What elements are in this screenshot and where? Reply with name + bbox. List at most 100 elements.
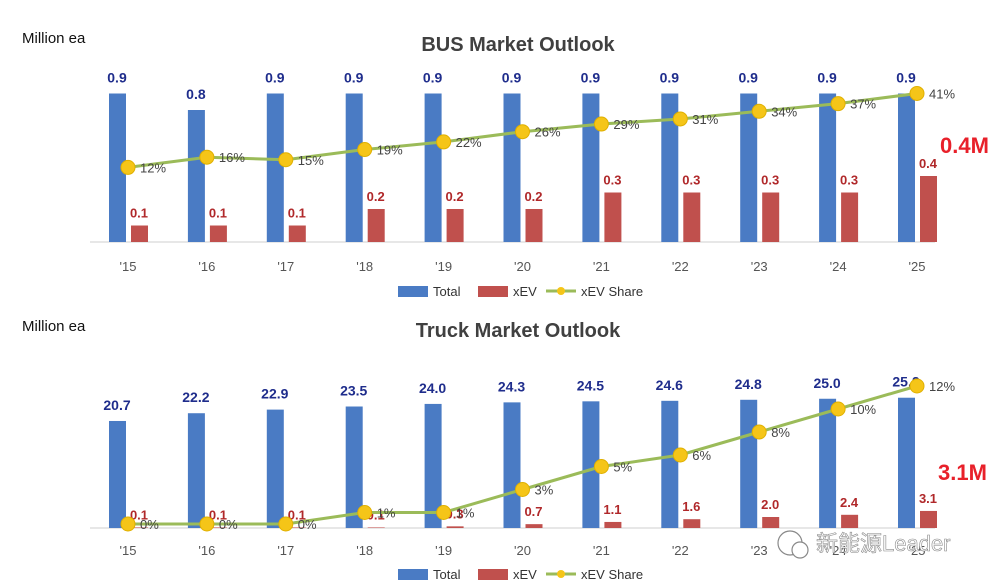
bus-legend-xev-label: xEV [513, 284, 537, 299]
bus-share-marker [199, 149, 215, 165]
truck-xev-label: 0.7 [524, 504, 542, 519]
truck-share-label: 0% [298, 517, 317, 532]
truck-legend: Total xEV xEV Share [398, 567, 643, 582]
watermark-text: 新能源Leader [816, 531, 951, 556]
bus-total-label: 0.9 [423, 70, 443, 86]
truck-xev-bar [131, 527, 148, 528]
bus-x-tick: '16 [198, 259, 215, 274]
truck-x-tick: '21 [593, 543, 610, 558]
bus-share-marker [672, 111, 688, 127]
truck-xev-label: 2.0 [761, 497, 779, 512]
bus-share-marker [120, 159, 136, 175]
bus-xev-label: 0.1 [288, 206, 306, 221]
truck-total-bar [661, 400, 679, 528]
bus-share-marker [751, 103, 767, 119]
bus-total-bar [661, 93, 679, 242]
bus-x-tick: '21 [593, 259, 610, 274]
bus-total-label: 0.8 [186, 86, 206, 102]
truck-xev-label: 0.1 [130, 507, 148, 522]
bus-total-label: 0.9 [265, 70, 285, 86]
truck-chart: 20.70.1'1522.20.1'1622.90.1'1723.50.1'18… [90, 374, 955, 582]
bus-x-tick: '18 [356, 259, 373, 274]
bus-share-label: 19% [377, 143, 403, 158]
bus-xev-bar [288, 225, 306, 242]
truck-x-tick: '24 [830, 543, 847, 558]
bus-xev-bar [920, 176, 937, 242]
bus-legend-share-label: xEV Share [581, 284, 643, 299]
truck-total-bar [819, 398, 837, 528]
truck-x-tick: '20 [514, 543, 531, 558]
truck-share-label: 0% [219, 517, 238, 532]
bus-x-tick: '15 [120, 259, 137, 274]
truck-share-marker [199, 516, 215, 532]
bus-total-bar [582, 93, 600, 242]
bus-xev-label: 0.2 [367, 189, 385, 204]
bus-total-label: 0.9 [896, 70, 916, 86]
bus-callout: 0.4M [940, 133, 989, 158]
truck-xev-bar [288, 527, 306, 528]
truck-xev-label: 3.1 [919, 491, 937, 506]
bus-share-label: 37% [850, 97, 876, 112]
bus-xev-label: 0.3 [682, 173, 700, 188]
truck-total-bar [503, 402, 521, 528]
bus-share-label: 31% [692, 112, 718, 127]
bus-share-label: 41% [929, 86, 955, 101]
bus-total-label: 0.9 [817, 70, 837, 86]
bus-legend-share-marker [557, 287, 565, 295]
bus-xev-bar [446, 209, 464, 242]
truck-xev-bar [683, 519, 701, 528]
bus-share-marker [436, 134, 452, 150]
truck-total-label: 24.3 [498, 378, 525, 394]
truck-xev-label: 0.1 [209, 507, 227, 522]
truck-share-label: 0% [140, 517, 159, 532]
bus-total-label: 0.9 [738, 70, 758, 86]
bus-x-tick: '24 [830, 259, 847, 274]
truck-total-bar [898, 397, 915, 528]
truck-share-marker [909, 378, 925, 394]
bus-total-label: 0.9 [107, 70, 127, 86]
bus-share-label: 22% [456, 135, 482, 150]
truck-share-label: 5% [613, 460, 632, 475]
wechat-icon-small [791, 541, 809, 559]
bus-x-tick: '25 [909, 259, 926, 274]
truck-chart-title: Truck Market Outlook [416, 320, 621, 342]
bus-xev-bar [762, 192, 780, 242]
bus-share-marker [515, 124, 530, 140]
bus-xev-bar [525, 209, 543, 242]
bus-total-bar [898, 93, 915, 242]
bus-total-bar [819, 93, 837, 242]
truck-total-label: 24.6 [656, 377, 683, 393]
truck-total-bar [424, 403, 442, 528]
bus-share-label: 12% [140, 160, 166, 175]
bus-unit-label: Million ea [22, 30, 86, 47]
bus-legend-total-swatch [398, 286, 428, 297]
bus-xev-label: 0.4 [919, 156, 938, 171]
truck-xev-label: 1.1 [603, 502, 621, 517]
truck-x-tick: '25 [909, 543, 926, 558]
truck-total-bar [187, 413, 205, 528]
truck-x-tick: '15 [120, 543, 137, 558]
truck-x-tick: '22 [672, 543, 689, 558]
bus-share-label: 34% [771, 104, 797, 119]
truck-x-tick: '19 [435, 543, 452, 558]
bus-total-bar [109, 93, 126, 242]
truck-total-label: 23.5 [340, 383, 367, 399]
bus-xev-label: 0.3 [840, 173, 858, 188]
truck-share-label: 6% [692, 448, 711, 463]
bus-xev-bar [131, 225, 148, 242]
bus-total-label: 0.9 [581, 70, 601, 86]
truck-xev-label: 0.1 [288, 507, 306, 522]
bus-legend: Total xEV xEV Share [398, 284, 643, 299]
bus-total-label: 0.9 [502, 70, 522, 86]
truck-total-label: 24.5 [577, 377, 604, 393]
truck-total-bar [582, 401, 600, 528]
truck-xev-bar [841, 514, 859, 528]
truck-total-bar [740, 399, 758, 528]
bus-total-bar [266, 93, 284, 242]
bus-chart: 0.9 0.1 '15 0.8 0.1 '16 0.9 0.1 '17 0.9 0.2 '18 0.9 0… [90, 70, 955, 299]
truck-share-marker [120, 516, 136, 532]
bus-total-bar [424, 93, 442, 242]
truck-xev-bar [525, 524, 543, 528]
bus-xev-bar [683, 192, 701, 242]
